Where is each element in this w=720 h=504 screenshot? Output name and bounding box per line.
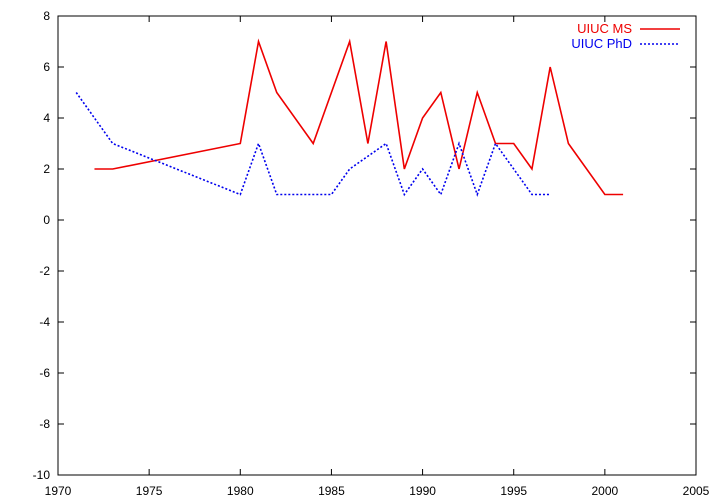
- y-tick-label: -2: [39, 264, 50, 278]
- x-tick-label: 1990: [409, 484, 436, 498]
- y-tick-label: 4: [43, 111, 50, 125]
- series-lines: [75, 38, 624, 197]
- legend-label: UIUC PhD: [571, 36, 632, 51]
- plot-frame: [57, 15, 697, 476]
- series-line-uiuc-ms: [94, 38, 624, 196]
- y-tick-label: 6: [43, 60, 50, 74]
- ticks: 1970 1975 1980 1985 1990 1995 2000 2005 -10 -8 -6 -…: [33, 9, 710, 498]
- y-tick-label: 0: [43, 213, 50, 227]
- x-tick-label: 2005: [683, 484, 710, 498]
- y-tick-label: -8: [39, 417, 50, 431]
- x-tick-label: 1995: [500, 484, 527, 498]
- x-tick-label: 1975: [136, 484, 163, 498]
- y-tick-label: -6: [39, 366, 50, 380]
- y-tick-label: 8: [43, 9, 50, 23]
- y-tick-label: -4: [39, 315, 50, 329]
- x-tick-label: 1980: [227, 484, 254, 498]
- x-tick-label: 1985: [318, 484, 345, 498]
- x-tick-label: 1970: [45, 484, 72, 498]
- x-tick-label: 2000: [592, 484, 619, 498]
- legend-label: UIUC MS: [577, 21, 632, 36]
- y-tick-label: 2: [43, 162, 50, 176]
- y-tick-label: -10: [33, 468, 51, 482]
